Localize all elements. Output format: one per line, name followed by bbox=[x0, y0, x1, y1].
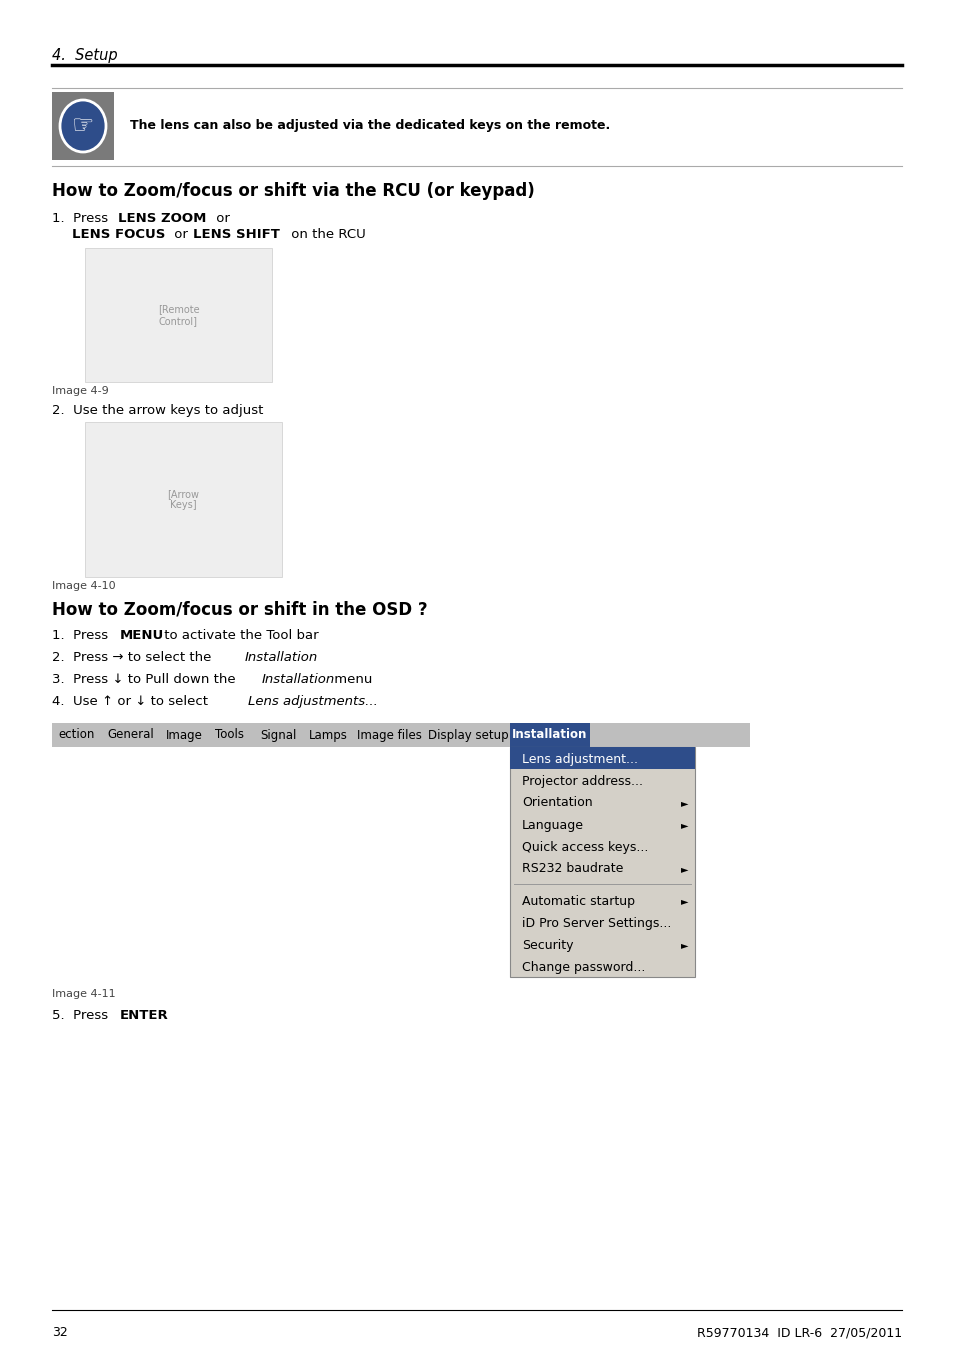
Text: Change password...: Change password... bbox=[521, 960, 644, 973]
Text: [Remote
Control]: [Remote Control] bbox=[157, 304, 199, 325]
Text: How to Zoom/focus or shift in the OSD ?: How to Zoom/focus or shift in the OSD ? bbox=[52, 601, 427, 620]
Text: LENS ZOOM: LENS ZOOM bbox=[118, 212, 206, 225]
Text: Lamps: Lamps bbox=[308, 729, 347, 741]
Text: Display setup: Display setup bbox=[427, 729, 508, 741]
Text: 32: 32 bbox=[52, 1326, 68, 1339]
Text: Tools: Tools bbox=[215, 729, 244, 741]
Text: RS232 baudrate: RS232 baudrate bbox=[521, 863, 622, 876]
Text: ENTER: ENTER bbox=[120, 1008, 169, 1022]
Text: The lens can also be adjusted via the dedicated keys on the remote.: The lens can also be adjusted via the de… bbox=[130, 120, 610, 132]
Text: Image 4-9: Image 4-9 bbox=[52, 386, 109, 396]
Text: 1.  Press: 1. Press bbox=[52, 212, 112, 225]
Text: 2.  Press → to select the: 2. Press → to select the bbox=[52, 651, 215, 664]
Text: to activate the Tool bar: to activate the Tool bar bbox=[160, 629, 318, 643]
Bar bbox=[510, 724, 589, 747]
Text: ection: ection bbox=[59, 729, 95, 741]
Text: 4.  Setup: 4. Setup bbox=[52, 49, 117, 63]
Text: Projector address...: Projector address... bbox=[521, 775, 642, 787]
Bar bbox=[510, 747, 695, 769]
Bar bbox=[52, 92, 113, 161]
Text: Lens adjustment...: Lens adjustment... bbox=[521, 752, 638, 765]
Text: on the RCU: on the RCU bbox=[287, 228, 365, 242]
Text: Signal: Signal bbox=[259, 729, 295, 741]
Text: General: General bbox=[108, 729, 154, 741]
Ellipse shape bbox=[60, 100, 106, 153]
Text: iD Pro Server Settings...: iD Pro Server Settings... bbox=[521, 917, 671, 930]
Text: Lens adjustments...: Lens adjustments... bbox=[248, 695, 377, 707]
Text: ►: ► bbox=[680, 819, 688, 830]
Text: MENU: MENU bbox=[120, 629, 164, 643]
Text: R59770134  ID LR-6  27/05/2011: R59770134 ID LR-6 27/05/2011 bbox=[696, 1326, 901, 1339]
Text: Installation: Installation bbox=[512, 729, 587, 741]
Text: Image files: Image files bbox=[356, 729, 421, 741]
Text: LENS FOCUS: LENS FOCUS bbox=[71, 228, 165, 242]
Text: 4.  Use ↑ or ↓ to select: 4. Use ↑ or ↓ to select bbox=[52, 695, 212, 707]
Text: 1.  Press: 1. Press bbox=[52, 629, 112, 643]
Text: Automatic startup: Automatic startup bbox=[521, 895, 635, 907]
Text: LENS SHIFT: LENS SHIFT bbox=[193, 228, 279, 242]
Text: Installation: Installation bbox=[245, 651, 318, 664]
Text: 2.  Use the arrow keys to adjust: 2. Use the arrow keys to adjust bbox=[52, 404, 263, 417]
Text: Image: Image bbox=[166, 729, 202, 741]
Text: or: or bbox=[212, 212, 230, 225]
Text: How to Zoom/focus or shift via the RCU (or keypad): How to Zoom/focus or shift via the RCU (… bbox=[52, 182, 535, 200]
Text: [Arrow
Keys]: [Arrow Keys] bbox=[168, 489, 199, 510]
Bar bbox=[85, 423, 282, 576]
Text: ►: ► bbox=[680, 896, 688, 906]
Text: ►: ► bbox=[680, 798, 688, 809]
Text: ☞: ☞ bbox=[71, 113, 94, 138]
Bar bbox=[510, 747, 695, 977]
Text: Security: Security bbox=[521, 938, 573, 952]
Text: Language: Language bbox=[521, 818, 583, 832]
Text: menu: menu bbox=[330, 674, 372, 686]
Text: Image 4-10: Image 4-10 bbox=[52, 580, 115, 591]
Text: ►: ► bbox=[680, 940, 688, 950]
Text: Orientation: Orientation bbox=[521, 796, 592, 810]
Text: or: or bbox=[170, 228, 192, 242]
Text: 5.  Press: 5. Press bbox=[52, 1008, 112, 1022]
Bar bbox=[85, 248, 272, 382]
Text: Image 4-11: Image 4-11 bbox=[52, 990, 115, 999]
Text: Installation: Installation bbox=[262, 674, 335, 686]
Text: 3.  Press ↓ to Pull down the: 3. Press ↓ to Pull down the bbox=[52, 674, 239, 686]
Bar bbox=[52, 724, 749, 747]
Text: Quick access keys...: Quick access keys... bbox=[521, 841, 648, 853]
Text: ►: ► bbox=[680, 864, 688, 873]
